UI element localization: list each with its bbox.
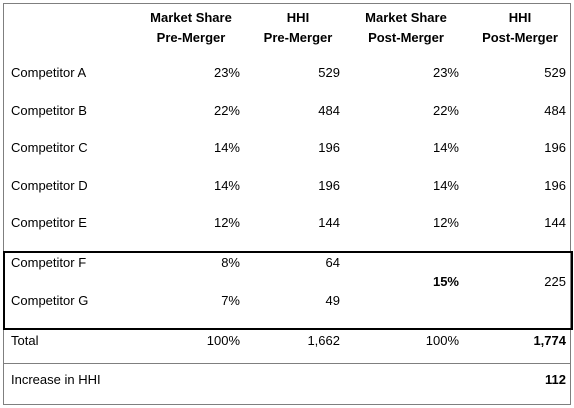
share-pre-cell: 7% (221, 293, 240, 308)
header-market-share-post: Market Share Post-Merger (348, 8, 464, 48)
hhi-pre-cell: 196 (318, 140, 340, 155)
hhi-post-cell: 196 (544, 178, 566, 193)
hhi-post-cell: 529 (544, 65, 566, 80)
hhi-table (3, 3, 571, 405)
share-post-cell: 23% (432, 65, 459, 80)
row-label: Competitor F (11, 255, 87, 270)
hhi-pre-cell: 49 (325, 293, 340, 308)
header-market-share-pre: Market Share Pre-Merger (133, 8, 249, 48)
merged-share-post-cell: 15% (432, 274, 459, 289)
row-divider (3, 363, 571, 364)
merged-hhi-post-cell: 225 (544, 274, 566, 289)
header-line2: Post-Merger (368, 30, 444, 45)
row-label: Total (11, 333, 39, 348)
header-line1: HHI (286, 10, 310, 25)
share-pre-cell: 100% (206, 333, 240, 348)
header-line2: Pre-Merger (156, 30, 226, 45)
share-pre-cell: 14% (213, 140, 240, 155)
share-post-cell: 14% (432, 140, 459, 155)
hhi-post-cell: 144 (544, 215, 566, 230)
header-line1: Market Share (150, 10, 232, 25)
hhi-post-cell: 484 (544, 103, 566, 118)
row-label: Increase in HHI (11, 372, 101, 387)
merger-group-box (3, 251, 573, 330)
hhi-post-cell: 1,774 (533, 333, 566, 348)
header-line2: Post-Merger (482, 30, 558, 45)
row-label: Competitor C (11, 140, 88, 155)
hhi-pre-cell: 484 (318, 103, 340, 118)
hhi-post-cell: 196 (544, 140, 566, 155)
header-line1: Market Share (365, 10, 447, 25)
share-pre-cell: 12% (213, 215, 240, 230)
row-label: Competitor B (11, 103, 87, 118)
increase-value-cell: 112 (545, 372, 566, 387)
row-label: Competitor G (11, 293, 89, 308)
share-post-cell: 100% (425, 333, 459, 348)
share-post-cell: 12% (432, 215, 459, 230)
header-hhi-pre: HHI Pre-Merger (240, 8, 356, 48)
hhi-pre-cell: 144 (318, 215, 340, 230)
header-line2: Pre-Merger (263, 30, 333, 45)
row-label: Competitor E (11, 215, 87, 230)
hhi-pre-cell: 64 (325, 255, 340, 270)
share-pre-cell: 14% (213, 178, 240, 193)
share-pre-cell: 22% (213, 103, 240, 118)
share-post-cell: 14% (432, 178, 459, 193)
share-pre-cell: 23% (213, 65, 240, 80)
row-label: Competitor D (11, 178, 88, 193)
hhi-pre-cell: 1,662 (307, 333, 340, 348)
share-post-cell: 22% (432, 103, 459, 118)
share-pre-cell: 8% (221, 255, 240, 270)
row-label: Competitor A (11, 65, 87, 80)
header-hhi-post: HHI Post-Merger (462, 8, 574, 48)
hhi-pre-cell: 196 (318, 178, 340, 193)
hhi-pre-cell: 529 (318, 65, 340, 80)
header-line1: HHI (508, 10, 532, 25)
